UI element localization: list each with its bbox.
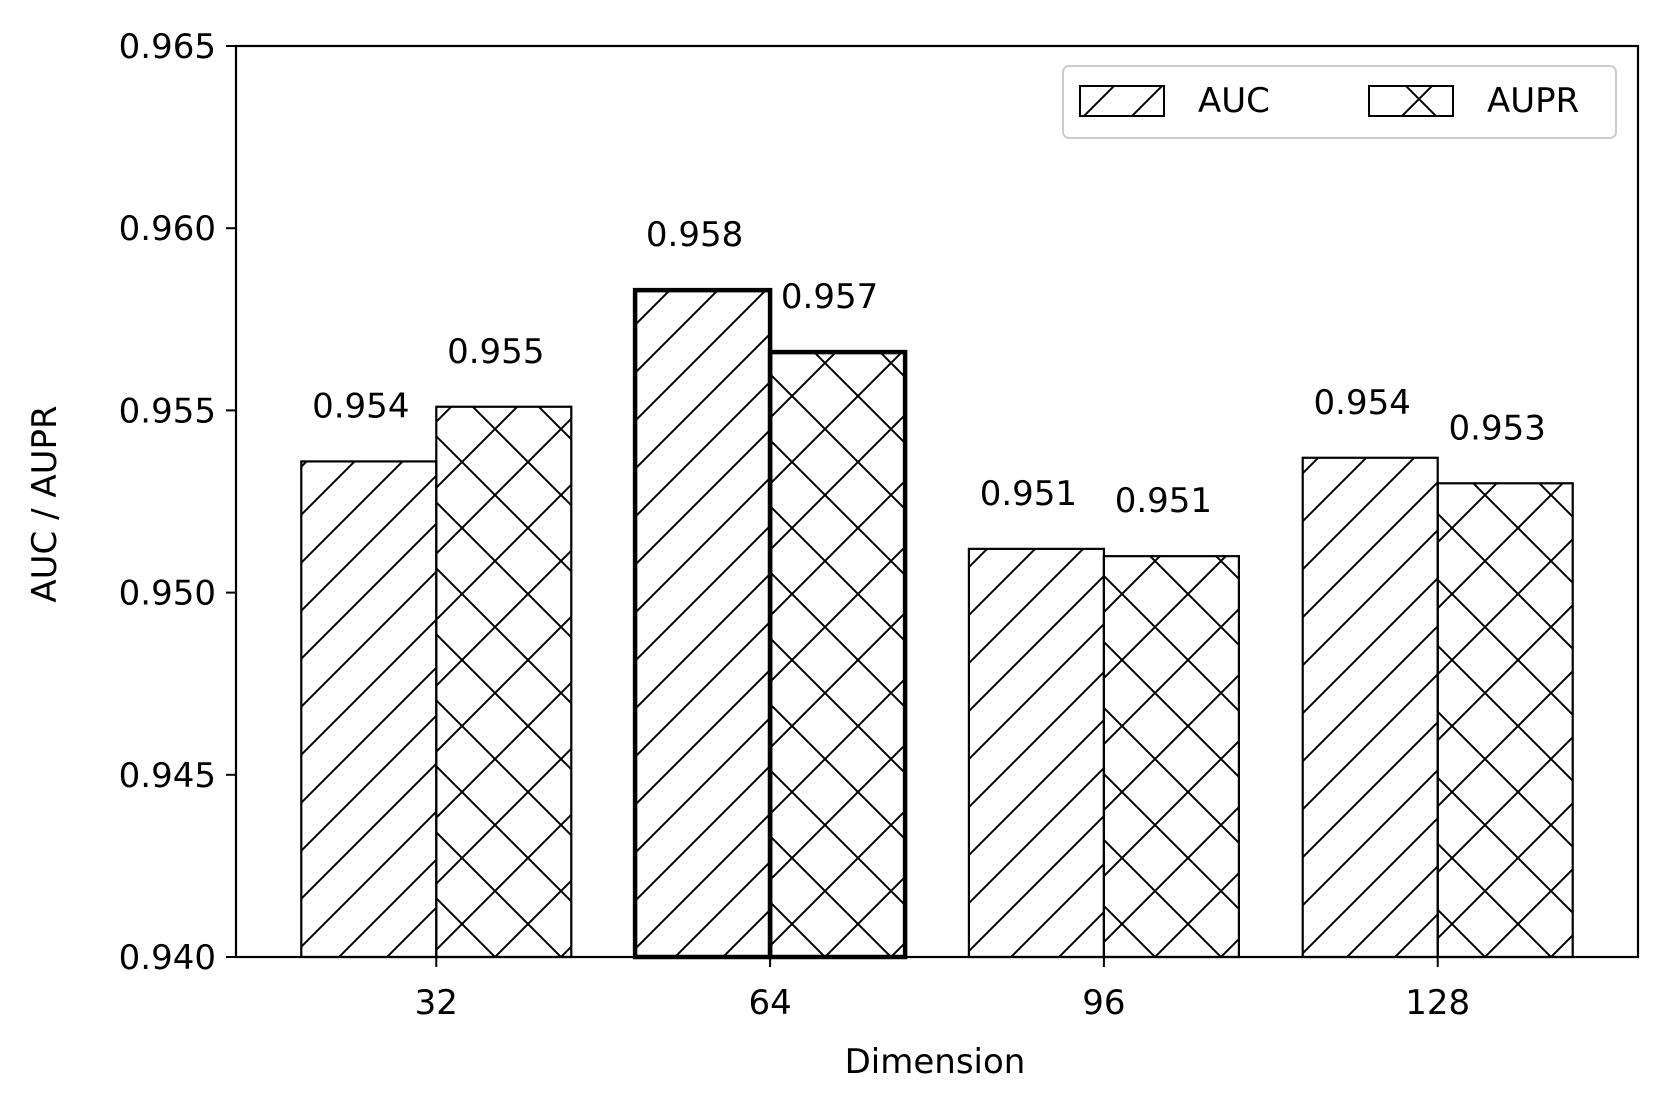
legend-label-aupr: AUPR: [1487, 81, 1579, 121]
bar-aupr-32: [435, 405, 573, 959]
data-label-aupr-128: 0.953: [1449, 408, 1546, 448]
axes-group: 32 64 96 128 0.940 0.945 0.950 0.955 0.960 0.965: [119, 27, 1640, 1023]
y-axis-title: AUC / AUPR: [25, 405, 65, 602]
y-tick-label-0.960: 0.960: [119, 209, 216, 249]
x-tick-label-128: 128: [1405, 983, 1470, 1023]
y-tick-label-0.965: 0.965: [119, 27, 216, 67]
legend-box: [1062, 65, 1617, 139]
data-label-auc-64: 0.958: [646, 215, 743, 255]
data-label-auc-96: 0.951: [980, 474, 1077, 514]
bar-aupr-64: [767, 349, 908, 960]
x-tick-label-64: 64: [748, 983, 791, 1023]
x-axis-title: Dimension: [845, 1042, 1026, 1082]
y-tick-label-0.940: 0.940: [119, 938, 216, 978]
bar-auc-64: [632, 287, 773, 960]
x-tick-label-32: 32: [415, 983, 458, 1023]
legend-label-auc: AUC: [1198, 81, 1270, 121]
data-labels-group: 0.954 0.955 0.958 0.957 0.951 0.951 0.954 0.953: [312, 215, 1546, 521]
data-label-auc-32: 0.954: [312, 386, 409, 426]
plot-frame: [234, 44, 1640, 959]
legend-swatch-aupr: [1368, 85, 1454, 117]
y-tick-label-0.945: 0.945: [119, 756, 216, 796]
data-label-auc-128: 0.954: [1314, 383, 1411, 423]
data-label-aupr-32: 0.955: [447, 332, 544, 372]
x-tick-label-96: 96: [1082, 983, 1125, 1023]
y-tick-label-0.950: 0.950: [119, 574, 216, 614]
legend-swatch-auc: [1079, 85, 1165, 117]
bar-auc-128: [1301, 456, 1439, 959]
bar-auc-32: [300, 460, 438, 959]
bar-aupr-128: [1436, 482, 1574, 959]
y-tick-label-0.955: 0.955: [119, 391, 216, 431]
data-label-aupr-96: 0.951: [1115, 481, 1212, 521]
bars-group: [300, 287, 1574, 960]
legend: AUC AUPR: [1062, 65, 1617, 139]
bar-auc-96: [967, 547, 1106, 959]
bar-aupr-96: [1102, 555, 1241, 959]
data-label-aupr-64: 0.957: [781, 277, 878, 317]
